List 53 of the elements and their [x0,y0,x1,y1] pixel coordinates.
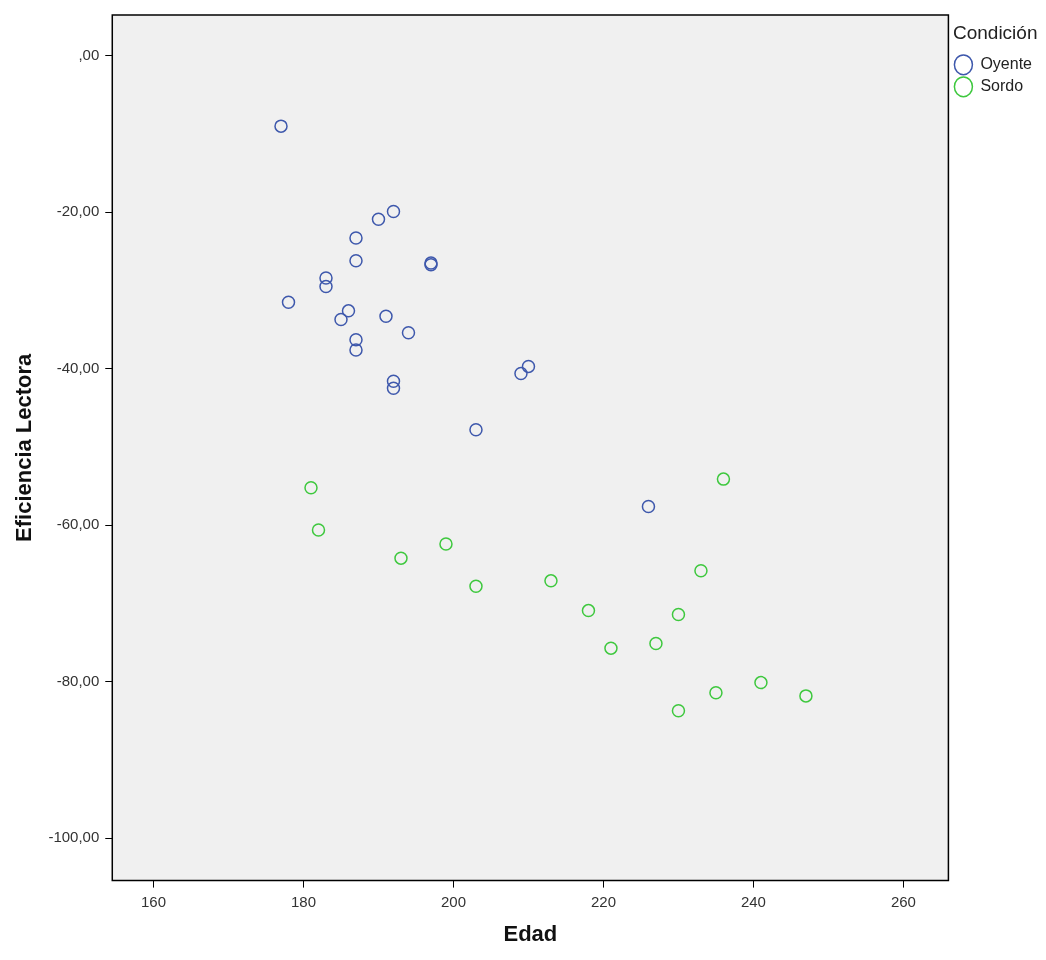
point [469,579,483,594]
point [386,374,401,389]
point [709,686,723,700]
x-tick-label: 220 [590,892,616,910]
point [281,295,296,309]
point [311,523,326,537]
point [514,366,528,381]
point [341,304,356,318]
y-tick-label: -20,00 [56,202,100,220]
legend-label: Sordo [980,77,1024,95]
point [334,312,348,327]
point [386,204,401,219]
point [469,423,483,437]
x-axis-title: Edad [503,920,558,946]
y-tick-label: -40,00 [56,358,100,376]
point [671,607,686,622]
point [304,480,318,495]
point [604,641,618,655]
point [521,359,536,374]
y-tick-label: -100,00 [48,828,100,846]
point [349,343,363,357]
point [694,563,708,578]
point [371,212,386,227]
point [641,499,656,514]
point [544,574,558,588]
point [349,333,363,347]
point [349,231,363,245]
x-tick-label: 200 [440,892,466,910]
y-tick-label: -60,00 [56,515,100,533]
point [319,279,333,294]
point [274,119,288,133]
x-tick-label: 260 [890,892,916,910]
point [319,271,333,285]
y-axis-title: Eficiencia Lectora [11,352,37,542]
point [349,254,363,268]
legend-title: Condición [952,21,1038,43]
legend-label: Oyente [980,55,1033,73]
point [671,704,686,718]
point [386,381,401,396]
point [401,326,416,340]
point [581,603,596,618]
x-tick-label: 180 [290,892,317,910]
point [754,675,768,690]
y-tick-label: -80,00 [56,671,100,689]
point [439,537,453,551]
point [649,636,663,651]
x-tick-label: 160 [141,892,167,910]
point [394,551,408,565]
x-tick-label: 240 [740,892,766,910]
point [799,689,813,703]
point [379,309,393,324]
y-tick-label: ,00 [78,45,100,63]
point [716,472,731,486]
